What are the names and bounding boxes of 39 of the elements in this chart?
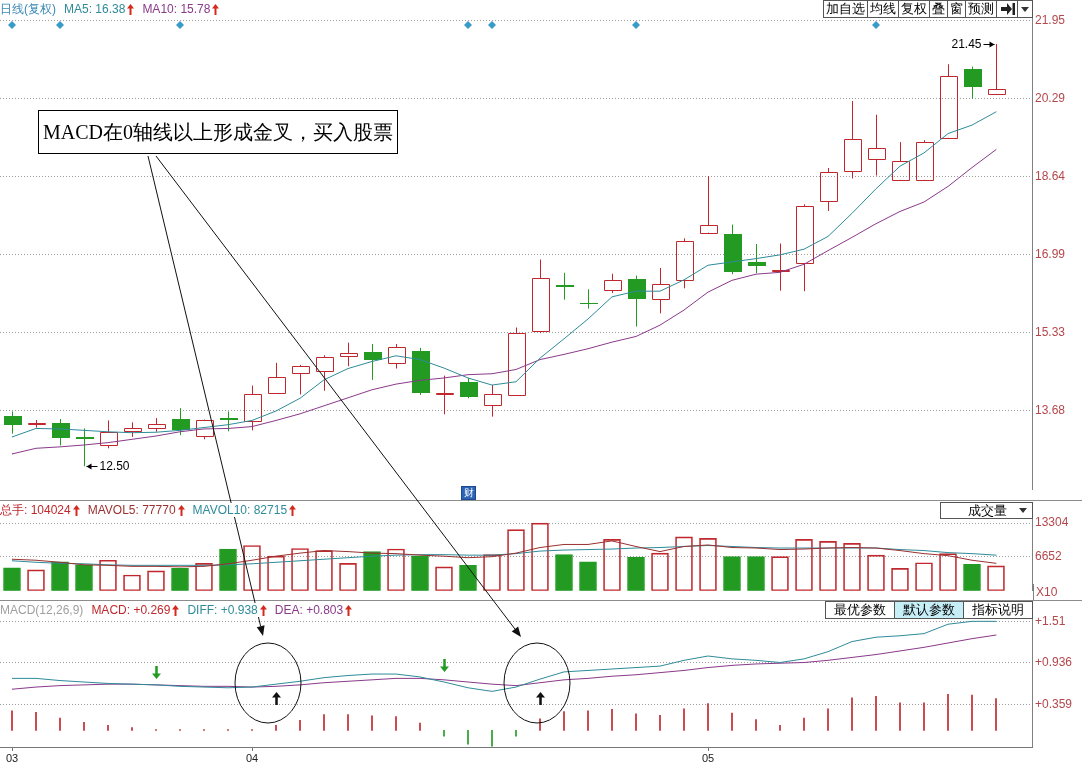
y-tick-label: 20.29 <box>1035 90 1066 105</box>
y-tick-label: +0.359 <box>1035 696 1073 711</box>
y-tick-label: +0.936 <box>1035 655 1073 670</box>
x-tick-label: 03 <box>5 751 19 762</box>
text: 最优参数 <box>826 602 895 618</box>
y-axis-title: X10 <box>1033 584 1058 600</box>
text: 复权 <box>899 1 930 17</box>
text: MAVOL10: 82715 <box>192 503 288 517</box>
text: 默认参数 <box>895 602 964 618</box>
text: 叠 <box>930 1 948 17</box>
text: DIFF: +0.938 <box>187 603 258 617</box>
text: 指标说明 <box>971 602 1025 618</box>
y-tick-label: 6652 <box>1035 549 1063 564</box>
text: 窗 <box>948 1 966 17</box>
y-tick-label: 13304 <box>1035 515 1069 530</box>
text: DEA: +0.803 <box>274 603 344 617</box>
text: MA10: 15.78 <box>142 2 211 16</box>
y-tick-label: 13.68 <box>1035 402 1066 417</box>
dropdown-field: 成交量 <box>940 502 1033 519</box>
text: MACD: +0.269 <box>91 603 171 617</box>
annotation: 12.50 <box>99 458 130 473</box>
x-tick-label: 04 <box>245 751 259 762</box>
y-tick-label: 18.64 <box>1035 168 1066 183</box>
text: 预测 <box>966 1 997 17</box>
annotation: MACD在0轴线以上形成金叉，买入股票 <box>38 110 399 154</box>
y-tick-label: +1.51 <box>1035 613 1066 628</box>
chart-title: 日线(复权) <box>0 0 56 18</box>
y-tick-label: 16.99 <box>1035 246 1066 261</box>
y-tick-label: 21.95 <box>1035 12 1066 27</box>
text: MA5: 16.38 <box>64 2 126 16</box>
chart-title: MACD(12,26,9) <box>0 603 84 617</box>
text: 总手: 104024 <box>0 501 71 519</box>
annotation: 财 <box>461 486 476 500</box>
y-tick-label: 15.33 <box>1035 325 1066 339</box>
x-tick-label: 05 <box>701 751 715 762</box>
text: MAVOL5: 77770 <box>87 503 176 517</box>
text: 加自选 <box>824 1 868 17</box>
annotation: 21.45 <box>951 36 982 51</box>
text: 均线 <box>868 1 899 17</box>
